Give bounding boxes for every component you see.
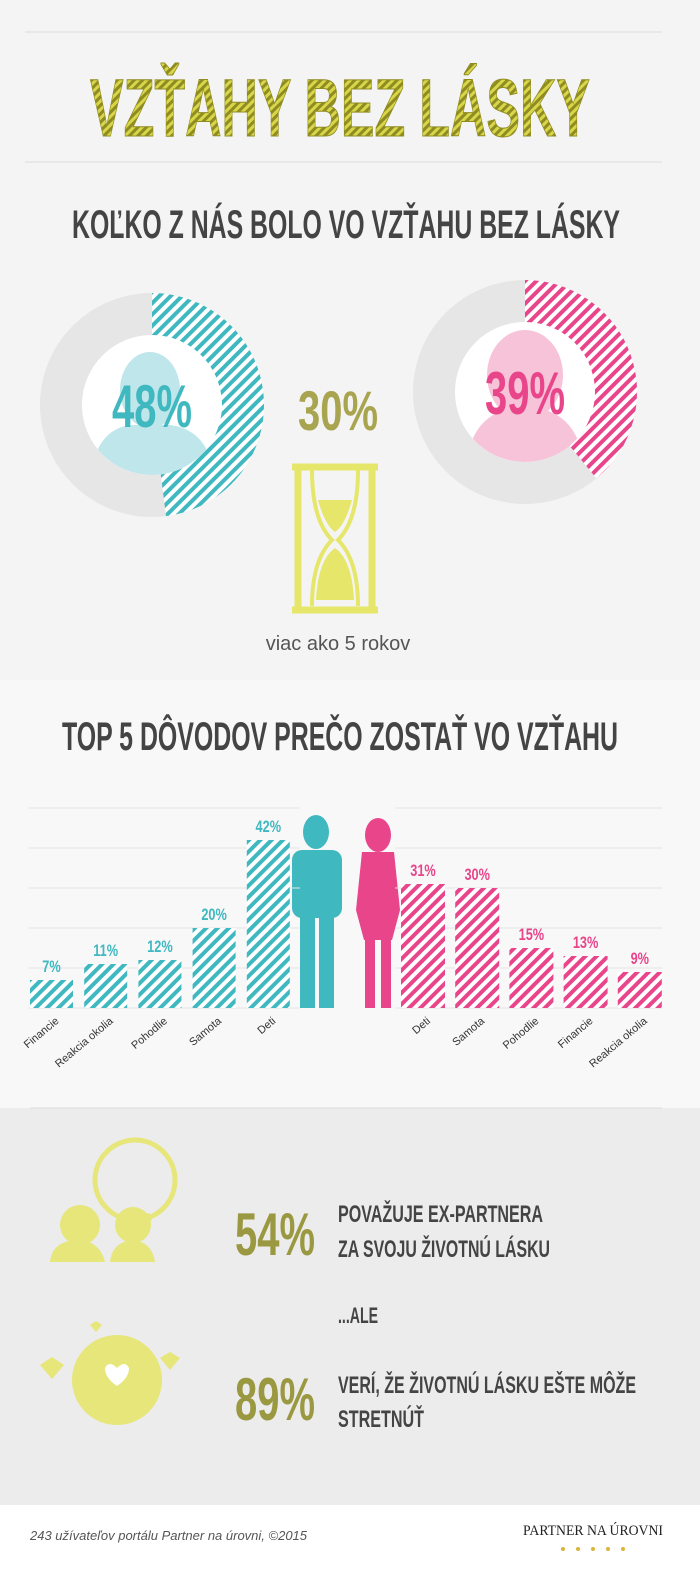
stat-text: POVAŽUJE EX-PARTNERA — [338, 1200, 543, 1228]
thought-icon — [50, 1205, 155, 1262]
bg-mid — [0, 680, 700, 1108]
source: 243 užívateľov portálu Partner na úrovni… — [29, 1528, 308, 1543]
stat-text: STRETNÚŤ — [338, 1405, 424, 1433]
woman-figure — [356, 818, 400, 1008]
thought-dot — [142, 1213, 152, 1223]
woman-silhouette — [465, 330, 585, 462]
bar-label: 11% — [93, 941, 118, 960]
heading: KOĽKO Z NÁS BOLO VO VZŤAHU BEZ LÁSKY — [72, 201, 620, 247]
bar — [617, 972, 662, 1008]
donut-label: 39% — [485, 360, 565, 427]
stat-value: 54% — [235, 1201, 315, 1268]
title: VZŤAHY BEZ LÁSKY — [90, 63, 590, 154]
man-figure — [292, 815, 342, 1008]
bar-label: 15% — [519, 925, 545, 944]
bar — [563, 956, 608, 1008]
donut-segment — [525, 280, 638, 479]
bg-low — [0, 1108, 700, 1505]
bar-label: 31% — [410, 861, 436, 880]
bar — [192, 928, 236, 1008]
donut-label: 48% — [112, 373, 192, 440]
bar — [138, 960, 182, 1008]
bar-label: 42% — [256, 817, 282, 836]
hourglass — [292, 463, 378, 614]
kiss-heart — [105, 1364, 129, 1386]
bar-label: 13% — [573, 933, 599, 952]
bar — [30, 980, 73, 1008]
bar — [84, 964, 128, 1008]
bar-label: 12% — [147, 937, 173, 956]
bar-label: 7% — [42, 957, 60, 976]
logo: PARTNER NA ÚROVNI — [523, 1522, 663, 1539]
bar-label: 9% — [631, 949, 649, 968]
stat-label: viac ako 5 rokov — [266, 633, 411, 655]
donut-segment — [152, 293, 265, 517]
bar — [455, 888, 500, 1008]
heading: TOP 5 DÔVODOV PREČO ZOSTAŤ VO VZŤAHU — [62, 713, 618, 759]
bar — [246, 840, 290, 1008]
thought-bubble — [92, 1137, 178, 1223]
logo-stars — [561, 1547, 625, 1551]
bar-label: 20% — [201, 905, 227, 924]
connector: ...ALE — [338, 1303, 378, 1328]
man-silhouette — [90, 352, 215, 475]
bar — [509, 948, 554, 1008]
stat-value: 89% — [235, 1366, 315, 1433]
stat-text: VERÍ, ŽE ŽIVOTNÚ LÁSKU EŠTE MÔŽE — [338, 1371, 636, 1399]
bar-label: 30% — [464, 865, 490, 884]
stat-text: ZA SVOJU ŽIVOTNÚ LÁSKU — [338, 1235, 550, 1263]
bar — [401, 884, 445, 1008]
hourglass-sand — [316, 500, 354, 600]
stat-value: 30% — [298, 379, 378, 442]
